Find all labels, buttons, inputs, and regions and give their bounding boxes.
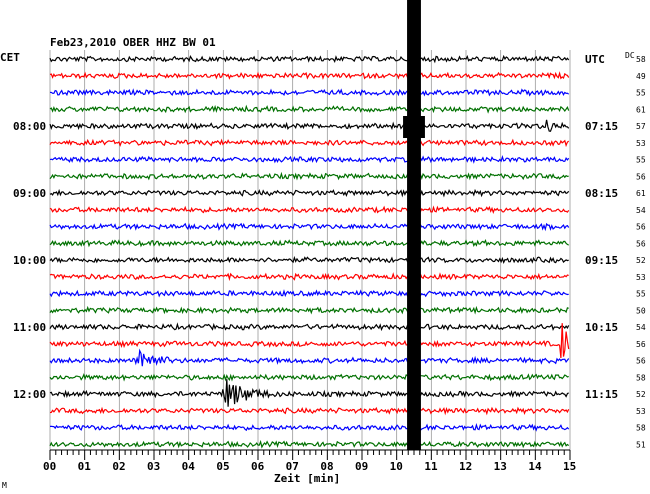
grid-lines (49, 50, 571, 450)
dc-value: 56 (636, 340, 646, 349)
dc-value: 52 (636, 390, 646, 399)
trace-row-10 (49, 222, 570, 232)
dc-value: 51 (636, 440, 646, 449)
dc-value: 56 (636, 223, 646, 232)
x-tick-label: 15 (563, 460, 576, 473)
trace-row-5 (49, 138, 570, 148)
dc-value: 49 (636, 72, 646, 81)
saturated-burst (403, 116, 425, 138)
x-tick-label: 01 (78, 460, 92, 473)
trace-row-19 (49, 373, 569, 382)
x-tick-label: 06 (251, 460, 265, 473)
trace-row-14 (49, 289, 569, 298)
utc-time-label: 08:15 (585, 187, 618, 200)
utc-label: UTC (585, 53, 605, 66)
trace-row-4 (49, 119, 570, 132)
trace-row-20 (49, 379, 569, 407)
chart-title: Feb23,2010 OBER HHZ BW 01 (50, 36, 216, 49)
dc-value: 56 (636, 172, 646, 181)
x-axis: 00 01 02 03 04 05 06 07 08 09 10 11 12 13 14 15 (43, 449, 576, 473)
x-tick-label: 05 (216, 460, 229, 473)
trace-row-1 (49, 71, 570, 80)
dc-value: 58 (636, 424, 646, 433)
cet-time-label: 12:00 (13, 388, 46, 401)
trace-row-18 (49, 348, 570, 367)
footer-mark: M (2, 481, 7, 490)
trace-row-11 (49, 238, 569, 248)
dc-value: 55 (636, 156, 646, 165)
dc-value: 50 (636, 306, 646, 315)
x-tick-label: 02 (112, 460, 125, 473)
cet-time-label: 08:00 (13, 120, 46, 133)
trace-row-8 (49, 188, 570, 198)
trace-row-12 (49, 255, 569, 265)
dc-value: 55 (636, 89, 646, 98)
x-tick-label: 00 (43, 460, 56, 473)
cet-label: CET (0, 51, 20, 64)
utc-time-label: 07:15 (585, 120, 618, 133)
trace-row-21 (49, 406, 570, 416)
trace-row-17 (49, 323, 570, 359)
dc-value: 54 (636, 206, 646, 215)
dc-value: 61 (636, 105, 646, 114)
trace-row-16 (49, 322, 570, 332)
dc-value: 57 (636, 122, 646, 131)
x-tick-label: 08 (320, 460, 333, 473)
dc-value: 56 (636, 357, 646, 366)
x-tick-label: 12 (459, 460, 472, 473)
utc-time-label: 11:15 (585, 388, 618, 401)
dc-value: 53 (636, 407, 646, 416)
dc-value: 61 (636, 189, 646, 198)
seismic-traces (49, 0, 570, 450)
dc-value: 55 (636, 290, 646, 299)
x-tick-label: 04 (182, 460, 196, 473)
dc-value: 56 (636, 239, 646, 248)
trace-row-3 (49, 104, 570, 114)
trace-row-0 (49, 54, 570, 64)
trace-row-7 (49, 171, 569, 181)
x-tick-label: 03 (147, 460, 160, 473)
cet-time-label: 10:00 (13, 254, 46, 267)
dc-label: DC (625, 51, 635, 60)
saturated-band (407, 0, 421, 450)
x-tick-label: 10 (390, 460, 403, 473)
dc-value: 58 (636, 373, 646, 382)
trace-row-9 (49, 205, 570, 215)
x-axis-label: Zeit [min] (274, 472, 340, 485)
utc-time-label: 09:15 (585, 254, 618, 267)
trace-row-15 (49, 305, 569, 315)
x-tick-label: 09 (355, 460, 368, 473)
dc-value: 53 (636, 139, 646, 148)
x-tick-label: 13 (494, 460, 507, 473)
dc-value: 52 (636, 256, 646, 265)
cet-time-label: 11:00 (13, 321, 46, 334)
x-tick-label: 14 (528, 460, 542, 473)
x-tick-label: 11 (424, 460, 438, 473)
utc-time-label: 10:15 (585, 321, 618, 334)
dc-value: 54 (636, 323, 646, 332)
trace-row-6 (49, 155, 570, 164)
cet-time-label: 09:00 (13, 187, 46, 200)
trace-row-22 (49, 423, 570, 432)
dc-value: 53 (636, 273, 646, 282)
trace-row-13 (49, 272, 569, 282)
x-tick-label: 07 (286, 460, 299, 473)
trace-row-2 (49, 88, 570, 97)
dc-value: 58 (636, 55, 646, 64)
labels-layer: Feb23,2010 OBER HHZ BW 01 CET DC Zeit [m… (0, 36, 646, 490)
trace-row-23 (49, 439, 570, 449)
